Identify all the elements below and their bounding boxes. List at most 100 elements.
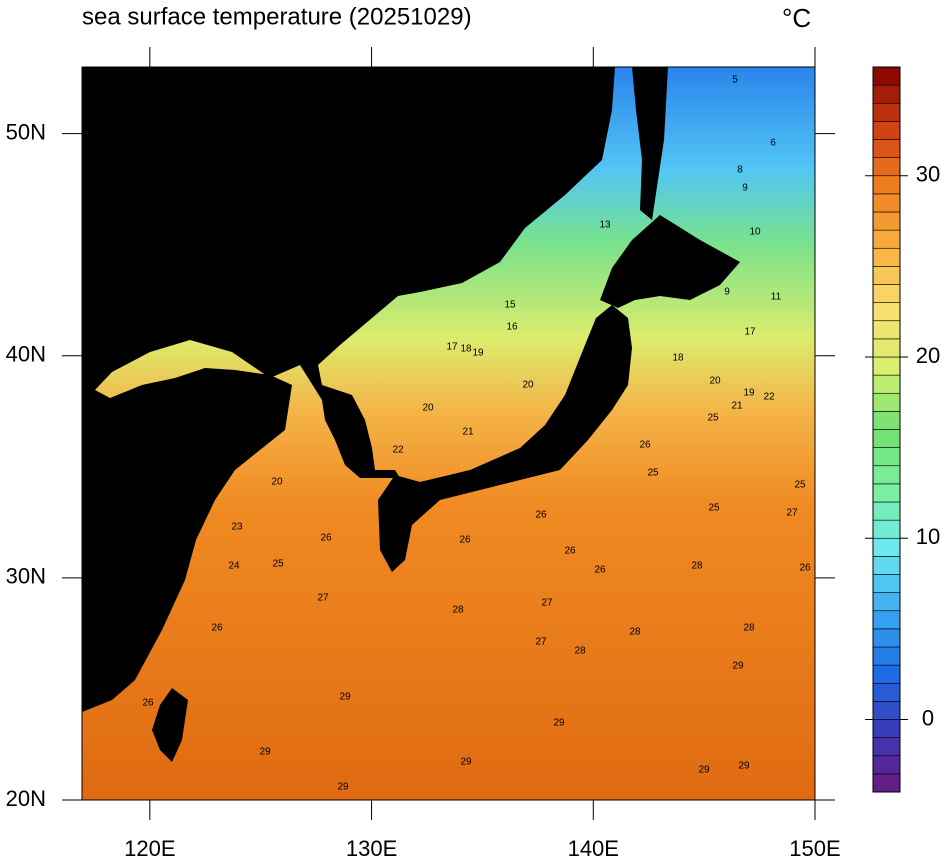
contour-label: 25 xyxy=(272,559,284,570)
colorbar-level xyxy=(872,175,901,195)
x-tick-label: 130E xyxy=(346,836,397,858)
contour-label: 25 xyxy=(794,480,806,491)
colorbar-tick-label: 20 xyxy=(916,343,940,368)
contour-label: 26 xyxy=(799,563,811,574)
contour-label: 29 xyxy=(698,765,710,776)
y-tick-label: 40N xyxy=(6,342,46,367)
colorbar-level xyxy=(872,537,901,557)
land-taiwan xyxy=(152,688,188,762)
colorbar-level xyxy=(872,84,901,104)
contour-label: 29 xyxy=(339,692,351,703)
colorbar: 0 10 20 30 xyxy=(865,66,940,793)
contour-label: 20 xyxy=(522,380,534,391)
colorbar-level xyxy=(872,592,901,612)
contour-label: 10 xyxy=(749,227,761,238)
colorbar-level xyxy=(872,429,901,448)
colorbar-level xyxy=(872,102,901,122)
colorbar-level xyxy=(872,610,901,630)
colorbar-level xyxy=(872,66,901,86)
y-tick-label: 30N xyxy=(6,564,46,589)
colorbar-level xyxy=(872,139,901,158)
contour-label: 29 xyxy=(337,782,349,793)
contour-label: 11 xyxy=(771,292,782,303)
colorbar-level xyxy=(872,501,901,521)
contour-label: 25 xyxy=(647,468,659,479)
colorbar-level xyxy=(872,211,901,231)
colorbar-level xyxy=(872,646,901,666)
contour-label: 29 xyxy=(732,661,744,672)
contour-label: 18 xyxy=(672,353,684,364)
x-tick-label: 120E xyxy=(124,836,175,858)
contour-label: 27 xyxy=(317,593,329,604)
colorbar-frame xyxy=(872,66,901,793)
colorbar-level xyxy=(872,701,901,720)
colorbar-level xyxy=(872,320,901,340)
colorbar-level xyxy=(872,338,901,358)
contour-label: 29 xyxy=(553,718,565,729)
colorbar-level xyxy=(872,719,901,738)
colorbar-level xyxy=(872,773,901,793)
colorbar-level xyxy=(872,447,901,467)
contour-label: 24 xyxy=(228,561,240,572)
contour-label: 8 xyxy=(737,165,743,176)
contour-label: 19 xyxy=(201,458,213,469)
contour-label: 27 xyxy=(535,637,547,648)
contour-label: 21 xyxy=(731,401,743,412)
x-tick-label: 140E xyxy=(568,836,619,858)
colorbar-level xyxy=(872,284,901,303)
contour-label: 29 xyxy=(460,757,472,768)
colorbar-level xyxy=(872,266,901,285)
contour-label: 27 xyxy=(541,598,553,609)
contour-label: 26 xyxy=(459,535,471,546)
contour-label: 6 xyxy=(770,138,776,149)
contour-label: 20 xyxy=(709,376,721,387)
contour-label: 28 xyxy=(574,646,586,657)
colorbar-level xyxy=(872,556,901,575)
contour-label: 20 xyxy=(271,477,283,488)
y-tick-label: 50N xyxy=(6,119,46,144)
contour-label: 22 xyxy=(392,445,404,456)
colorbar-level xyxy=(872,157,901,177)
x-tick-label: 150E xyxy=(789,836,840,858)
contour-label: 28 xyxy=(452,605,464,616)
colorbar-level xyxy=(872,682,901,702)
contour-label: 21 xyxy=(462,427,474,438)
colorbar-level xyxy=(872,247,901,267)
colorbar-level xyxy=(872,411,901,430)
contour-label: 22 xyxy=(763,392,775,403)
contour-label: 27 xyxy=(786,508,798,519)
colorbar-level xyxy=(872,356,901,376)
colorbar-tick-label: 10 xyxy=(916,524,940,549)
land-japan xyxy=(378,305,632,572)
contour-label: 26 xyxy=(320,533,332,544)
title: sea surface temperature (20251029) xyxy=(82,3,472,30)
land-sakhalin xyxy=(632,67,668,220)
contour-label: 18 xyxy=(460,344,472,355)
contour-label: 13 xyxy=(599,220,611,231)
contour-label: 9 xyxy=(724,287,730,298)
colorbar-level xyxy=(872,574,901,593)
contour-label: 17 xyxy=(190,392,202,403)
contour-label: 25 xyxy=(707,413,719,424)
contour-label: 29 xyxy=(738,761,750,772)
colorbar-level xyxy=(872,664,901,684)
contour-label: 15 xyxy=(504,300,516,311)
contour-label: 29 xyxy=(259,747,271,758)
units: °C xyxy=(782,3,811,33)
colorbar-level xyxy=(872,121,901,140)
colorbar-tick-label: 0 xyxy=(922,705,934,730)
contour-label: 9 xyxy=(742,183,748,194)
contour-label: 28 xyxy=(743,623,755,634)
contour-label: 19 xyxy=(472,348,484,359)
colorbar-level xyxy=(872,465,901,485)
contour-label: 26 xyxy=(564,546,576,557)
contour-label: 17 xyxy=(744,327,756,338)
contour-label: 5 xyxy=(732,75,738,86)
colorbar-level xyxy=(872,302,901,322)
contour-label: 28 xyxy=(691,561,703,572)
contour-label: 23 xyxy=(231,522,243,533)
colorbar-level xyxy=(872,737,901,757)
colorbar-level xyxy=(872,483,901,503)
